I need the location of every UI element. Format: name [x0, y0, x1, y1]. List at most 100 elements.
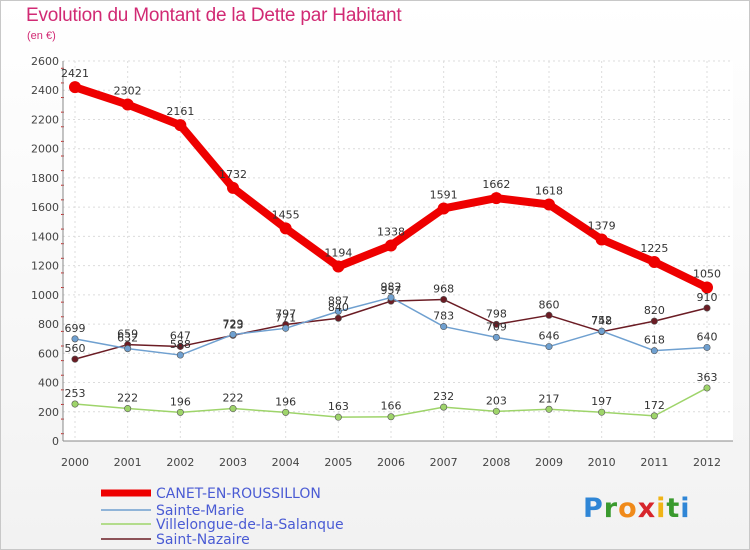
data-label-villelongue-de-la-salanque: 196: [170, 395, 191, 408]
data-point-villelongue-de-la-salanque: [176, 408, 184, 416]
data-label-saint-nazaire: 748: [591, 315, 612, 328]
data-label-saint-nazaire: 659: [117, 328, 138, 341]
x-tick-label: 2001: [114, 456, 142, 469]
data-point-villelongue-de-la-salanque: [124, 405, 132, 413]
data-point-sainte-marie: [176, 351, 184, 359]
legend-label: Villelongue-de-la-Salanque: [156, 517, 344, 533]
data-label-villelongue-de-la-salanque: 163: [328, 400, 349, 413]
data-label-canet-en-roussillon: 1225: [640, 242, 668, 255]
data-point-saint-nazaire: [71, 355, 79, 363]
y-tick-label: 800: [38, 318, 59, 331]
data-label-villelongue-de-la-salanque: 222: [223, 392, 244, 405]
data-point-villelongue-de-la-salanque: [282, 408, 290, 416]
data-label-villelongue-de-la-salanque: 166: [381, 400, 402, 413]
data-point-saint-nazaire: [176, 342, 184, 350]
logo-letter: i: [680, 493, 691, 524]
chart-subtitle: (en €): [27, 30, 56, 42]
data-point-villelongue-de-la-salanque: [71, 400, 79, 408]
y-tick-label: 0: [52, 435, 59, 448]
data-label-villelongue-de-la-salanque: 203: [486, 394, 507, 407]
legend: CANET-EN-ROUSSILLONSainte-MarieVillelong…: [101, 486, 344, 548]
data-point-villelongue-de-la-salanque: [387, 413, 395, 421]
data-label-villelongue-de-la-salanque: 196: [275, 395, 296, 408]
data-point-villelongue-de-la-salanque: [545, 405, 553, 413]
data-label-canet-en-roussillon: 1379: [588, 219, 616, 232]
y-tick-label: 1000: [31, 289, 59, 302]
y-tick-label: 200: [38, 406, 59, 419]
x-tick-label: 2004: [272, 456, 300, 469]
data-label-sainte-marie: 982: [381, 280, 402, 293]
logo-letter: t: [666, 493, 681, 524]
data-label-villelongue-de-la-salanque: 363: [697, 371, 718, 384]
data-label-canet-en-roussillon: 1591: [430, 188, 458, 201]
data-point-saint-nazaire: [545, 311, 553, 319]
data-label-sainte-marie: 699: [65, 322, 86, 335]
data-label-saint-nazaire: 798: [486, 307, 507, 320]
logo-letter: r: [603, 493, 619, 524]
series-layer: [69, 81, 713, 421]
data-point-canet-en-roussillon: [279, 222, 292, 235]
data-point-saint-nazaire: [703, 304, 711, 312]
y-tick-label: 2200: [31, 113, 59, 126]
x-tick-label: 2010: [588, 456, 616, 469]
data-point-canet-en-roussillon: [437, 202, 450, 215]
data-label-saint-nazaire: 910: [697, 291, 718, 304]
x-tick-label: 2012: [693, 456, 721, 469]
data-point-villelongue-de-la-salanque: [650, 412, 658, 420]
data-label-saint-nazaire: 647: [170, 329, 191, 342]
data-label-canet-en-roussillon: 1455: [272, 208, 300, 221]
data-point-canet-en-roussillon: [595, 233, 608, 246]
proxiti-logo: Proxiti: [583, 493, 691, 524]
data-point-canet-en-roussillon: [490, 192, 503, 205]
data-label-villelongue-de-la-salanque: 222: [117, 392, 138, 405]
data-label-canet-en-roussillon: 1732: [219, 168, 247, 181]
x-tick-label: 2002: [166, 456, 194, 469]
data-label-villelongue-de-la-salanque: 232: [433, 390, 454, 403]
data-point-canet-en-roussillon: [332, 260, 345, 273]
x-tick-label: 2007: [430, 456, 458, 469]
data-label-villelongue-de-la-salanque: 217: [539, 392, 560, 405]
data-label-sainte-marie: 588: [170, 338, 191, 351]
data-label-sainte-marie: 618: [644, 334, 665, 347]
y-tick-label: 1200: [31, 260, 59, 273]
data-point-sainte-marie: [545, 343, 553, 351]
data-point-villelongue-de-la-salanque: [598, 408, 606, 416]
data-label-saint-nazaire: 957: [381, 284, 402, 297]
x-tick-label: 2011: [640, 456, 668, 469]
data-labels: 560 659 647 723 797 840 957 968 798 860 748 820 910 6…: [61, 67, 721, 413]
data-label-villelongue-de-la-salanque: 253: [65, 387, 86, 400]
data-point-canet-en-roussillon: [174, 119, 187, 132]
data-point-sainte-marie: [71, 335, 79, 343]
legend-label: Saint-Nazaire: [156, 532, 250, 548]
y-tick-label: 600: [38, 347, 59, 360]
y-tick-label: 1400: [31, 230, 59, 243]
data-label-canet-en-roussillon: 2302: [114, 85, 142, 98]
data-label-canet-en-roussillon: 1050: [693, 268, 721, 281]
x-tick-label: 2003: [219, 456, 247, 469]
data-point-canet-en-roussillon: [543, 198, 555, 211]
y-tick-label: 2400: [31, 84, 59, 97]
y-tick-label: 400: [38, 377, 59, 390]
data-label-sainte-marie: 709: [486, 320, 507, 333]
data-label-saint-nazaire: 968: [433, 283, 454, 296]
data-point-villelongue-de-la-salanque: [334, 413, 342, 421]
logo-letter: P: [583, 493, 604, 524]
data-point-sainte-marie: [387, 293, 395, 301]
logo-letter: x: [637, 493, 657, 524]
data-label-sainte-marie: 646: [539, 330, 560, 343]
data-point-sainte-marie: [282, 324, 290, 332]
data-label-saint-nazaire: 860: [539, 298, 560, 311]
data-point-sainte-marie: [229, 330, 237, 338]
data-point-sainte-marie: [124, 345, 132, 353]
data-label-canet-en-roussillon: 1194: [324, 246, 352, 259]
data-point-sainte-marie: [598, 327, 606, 335]
legend-label: Sainte-Marie: [156, 503, 244, 519]
data-label-saint-nazaire: 797: [275, 308, 296, 321]
data-point-canet-en-roussillon: [121, 98, 134, 111]
data-point-saint-nazaire: [334, 314, 342, 322]
data-point-canet-en-roussillon: [648, 255, 661, 268]
data-point-saint-nazaire: [650, 317, 658, 325]
legend-label: CANET-EN-ROUSSILLON: [156, 486, 321, 502]
